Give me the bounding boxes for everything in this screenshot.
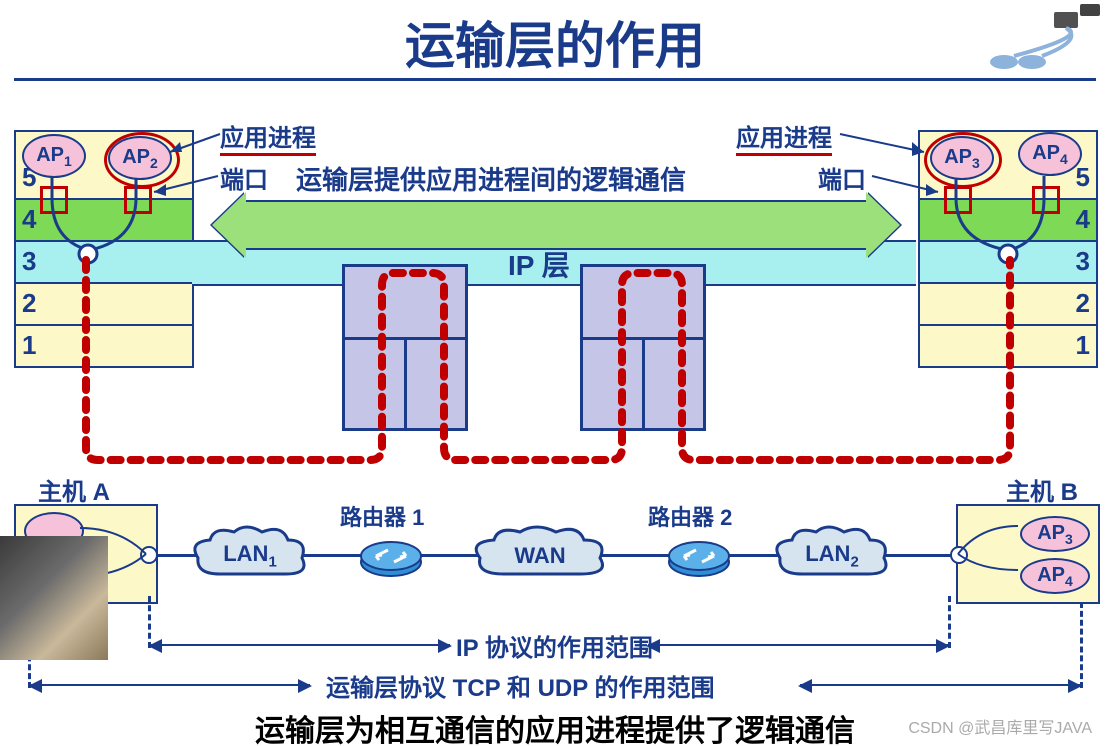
router2-label: 路由器 2	[648, 500, 732, 532]
lan2-cloud: LAN2	[772, 524, 892, 588]
leader-port-l	[150, 168, 220, 198]
tcp-range-l	[30, 684, 310, 686]
dash-tcp-r	[1080, 602, 1083, 688]
port-a1	[40, 186, 68, 214]
leader-app-l	[166, 122, 222, 156]
label-app-process-l: 应用进程	[220, 118, 316, 156]
router2-icon	[666, 534, 732, 578]
layer-2-row: 2	[920, 284, 1096, 326]
label-port-r: 端口	[818, 160, 866, 195]
transport-arrow	[244, 200, 868, 250]
port-a2	[124, 186, 152, 214]
router2-table	[580, 264, 706, 431]
layer-1-row: 1	[920, 326, 1096, 366]
ip-range-l	[150, 644, 450, 646]
lan1-cloud: LAN1	[190, 524, 310, 588]
wan-cloud: WAN	[470, 524, 610, 588]
watermark: CSDN @武昌库里写JAVA	[908, 714, 1092, 738]
slide-title: 运输层的作用	[0, 6, 1110, 78]
leader-app-r	[838, 122, 928, 156]
transport-text: 运输层提供应用进程间的逻辑通信	[296, 160, 686, 197]
tcp-range-label: 运输层协议 TCP 和 UDP 的作用范围	[326, 668, 714, 703]
layer-3-row: 3	[16, 242, 192, 284]
corner-logo	[984, 4, 1104, 74]
ap4: AP4	[1018, 132, 1082, 176]
ap1: AP1	[22, 134, 86, 178]
webcam-overlay	[0, 536, 108, 660]
port-b2	[1032, 186, 1060, 214]
label-port-l: 端口	[220, 160, 268, 195]
ip-layer-label: IP 层	[508, 244, 570, 284]
label-app-process-r: 应用进程	[736, 118, 832, 156]
ip-range-r	[648, 644, 948, 646]
layer-3-row: 3	[920, 242, 1096, 284]
router1-icon	[358, 534, 424, 578]
port-b1	[944, 186, 972, 214]
tcp-range-r	[800, 684, 1080, 686]
layer-2-row: 2	[16, 284, 192, 326]
router1-table	[342, 264, 468, 431]
title-underline	[14, 78, 1096, 81]
layer-1-row: 1	[16, 326, 192, 366]
ip-range-label: IP 协议的作用范围	[456, 628, 653, 663]
router1-label: 路由器 1	[340, 500, 424, 532]
